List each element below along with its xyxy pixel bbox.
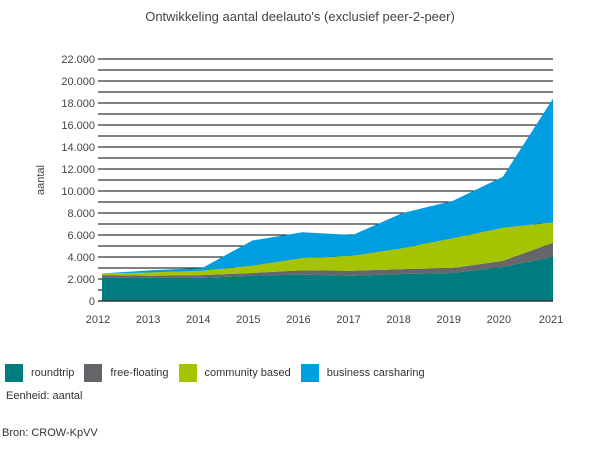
legend-swatch [178, 364, 197, 382]
area-series-roundtrip [102, 257, 553, 301]
legend-item: business carsharing [300, 364, 425, 382]
area-series-free-floating [102, 242, 553, 278]
x-tick-label: 2014 [186, 314, 210, 326]
y-tick-label: 0 [89, 296, 95, 308]
x-tick-label: 2013 [136, 314, 160, 326]
unit-note: Eenheid: aantal [6, 390, 83, 402]
x-tick-label: 2018 [386, 314, 410, 326]
y-tick-label: 8.000 [67, 208, 95, 220]
x-tick-label: 2020 [487, 314, 511, 326]
legend-label: roundtrip [31, 367, 75, 379]
x-tick-label: 2021 [539, 314, 563, 326]
area-layer [102, 98, 553, 301]
legend-swatch [84, 364, 103, 382]
legend-swatch [300, 364, 319, 382]
x-tick-label: 2012 [86, 314, 110, 326]
y-tick-label: 20.000 [61, 76, 95, 88]
x-tick-label: 2017 [336, 314, 360, 326]
x-tick-label: 2016 [286, 314, 310, 326]
axis-layer: 0 2.000 4.000 6.000 8.000 10.000 12.000 14.000 1… [61, 54, 563, 326]
y-tick-label: 6.000 [67, 230, 95, 242]
y-tick-label: 10.000 [61, 186, 95, 198]
chart-title: Ontwikkeling aantal deelauto's (exclusie… [145, 9, 455, 24]
legend-label: free-floating [110, 367, 169, 379]
legend-item: community based [178, 364, 291, 382]
x-tick-label: 2019 [437, 314, 461, 326]
area-series-business-carsharing [102, 98, 553, 274]
y-tick-label: 16.000 [61, 120, 95, 132]
y-tick-label: 18.000 [61, 98, 95, 110]
legend-item: roundtrip [5, 364, 74, 382]
legend: roundtrip free-floating community based bus… [5, 364, 435, 382]
legend-label: business carsharing [326, 367, 425, 379]
y-tick-label: 22.000 [61, 54, 95, 66]
area-series-community-based [102, 222, 553, 276]
y-tick-label: 12.000 [61, 164, 95, 176]
y-tick-label: 2.000 [67, 274, 95, 286]
source-note: Bron: CROW-KpVV [2, 427, 98, 439]
y-tick-label: 14.000 [61, 142, 95, 154]
legend-swatch [5, 364, 23, 382]
y-axis-label: aantal [35, 165, 47, 195]
legend-item: free-floating [84, 364, 169, 382]
y-tick-label: 4.000 [67, 252, 95, 264]
legend-label: community based [204, 367, 291, 379]
x-tick-label: 2015 [236, 314, 260, 326]
